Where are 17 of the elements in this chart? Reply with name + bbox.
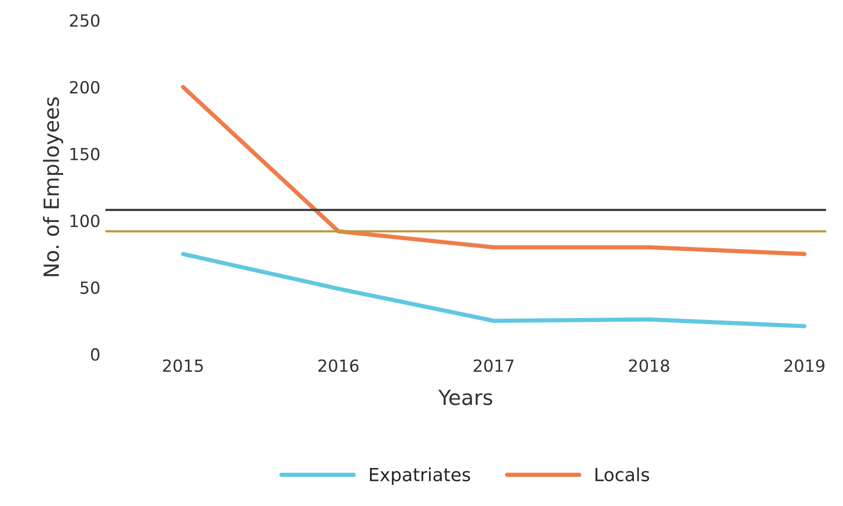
x-tick-label: 2015 [163,359,203,372]
line-series [180,84,806,256]
legend-label: Locals [596,467,650,482]
x-tick-label: 2017 [474,359,514,372]
x-tick-label: 2019 [784,359,824,372]
y-tick-label: 250 [70,14,100,27]
y-tick-label: 100 [70,214,100,228]
x-tick-label: 2018 [629,359,670,372]
y-tick-label: 0 [91,348,100,361]
y-axis-title: No. of Employees [42,97,64,276]
y-tick-label: 200 [70,80,100,94]
y-tick-label: 150 [70,148,100,160]
legend-label: Expatriates [370,467,470,485]
line-series [180,252,806,328]
y-tick-label: 50 [80,281,100,294]
x-axis-title: Years [438,390,492,406]
x-tick-label: 2016 [318,359,359,372]
